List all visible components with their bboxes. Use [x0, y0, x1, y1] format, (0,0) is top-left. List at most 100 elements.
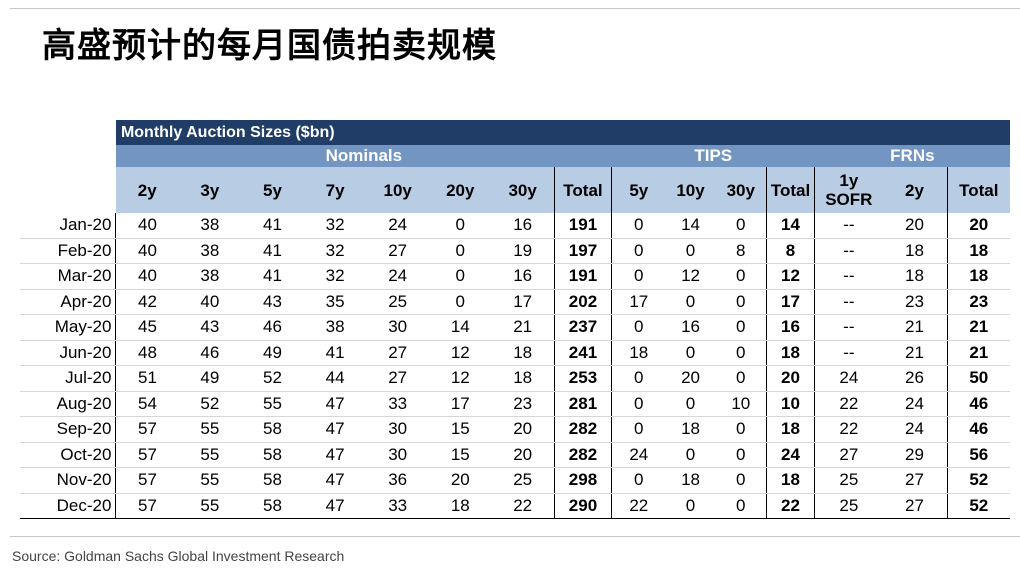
- table-cell: 46: [946, 391, 1010, 417]
- table-cell: 18: [765, 340, 816, 366]
- table-cell: 0: [428, 289, 492, 315]
- table-cell: 43: [241, 289, 304, 315]
- table-cell: 18: [491, 340, 555, 366]
- column-header: 2y: [882, 167, 948, 213]
- table-cell: 45: [115, 314, 179, 341]
- table-cell: 0: [611, 314, 666, 341]
- table-cell: 30: [366, 416, 429, 443]
- table-cell: 282: [553, 416, 613, 443]
- table-cell: 58: [241, 493, 304, 519]
- table-cell: 0: [611, 238, 666, 264]
- table-cell: 49: [241, 340, 304, 366]
- table-cell: --: [814, 314, 883, 341]
- table-cell: 0: [428, 213, 492, 239]
- table-cell: 16: [491, 263, 555, 290]
- top-rule: [10, 8, 1020, 9]
- table-cell: 12: [765, 263, 816, 290]
- column-header: 7y: [303, 167, 367, 213]
- row-month-label: Jun-20: [20, 340, 117, 366]
- table-cell: 8: [715, 238, 767, 264]
- table-cell: 30: [366, 442, 429, 468]
- table-cell: 38: [178, 213, 242, 239]
- table-cell: 57: [115, 493, 179, 519]
- table-cell: 21: [491, 314, 555, 341]
- table-cell: 20: [946, 213, 1010, 239]
- column-header: 5y: [611, 167, 666, 213]
- table-cell: 0: [665, 442, 716, 468]
- group-header-frns: FRNs: [814, 145, 1010, 167]
- table-cell: 191: [553, 263, 613, 290]
- row-month-label: Feb-20: [20, 238, 117, 264]
- table-cell: 20: [491, 442, 555, 468]
- table-cell: 0: [665, 391, 716, 417]
- table-row: Jun-20 48 46 49 41 27 12 18 241 18 0 0 18 -- 21 21: [20, 340, 1010, 366]
- table-cell: 23: [946, 289, 1010, 315]
- table-cell: 18: [765, 467, 816, 494]
- table-cell: 56: [946, 442, 1010, 468]
- bottom-rule: [10, 536, 1020, 537]
- table-cell: 33: [366, 391, 429, 417]
- table-row: Oct-20 57 55 58 47 30 15 20 282 24 0 0 24 27 29 56: [20, 442, 1010, 468]
- table-cell: 202: [553, 289, 613, 315]
- table-cell: 0: [665, 289, 716, 315]
- table-cell: 55: [178, 493, 242, 519]
- table-cell: 197: [553, 238, 613, 264]
- column-header: 2y: [115, 167, 179, 213]
- table-row: Jan-20 40 38 41 32 24 0 16 191 0 14 0 14 -- 20 20: [20, 213, 1010, 239]
- table-cell: 26: [882, 365, 948, 392]
- table-row: Apr-20 42 40 43 35 25 0 17 202 17 0 0 17 -- 23 23: [20, 289, 1010, 315]
- table-cell: 24: [765, 442, 816, 468]
- table-cell: 24: [611, 442, 666, 468]
- table-cell: 32: [303, 213, 367, 239]
- table-cell: 40: [178, 289, 242, 315]
- table-cell: 12: [428, 365, 492, 392]
- table-cell: 41: [241, 238, 304, 264]
- table-cell: 47: [303, 416, 367, 443]
- table-cell: 47: [303, 391, 367, 417]
- table-cell: 48: [115, 340, 179, 366]
- table-cell: 57: [115, 416, 179, 443]
- table-cell: 21: [946, 340, 1010, 366]
- table-cell: 38: [303, 314, 367, 341]
- table-cell: 0: [611, 263, 666, 290]
- table-cell: 46: [178, 340, 242, 366]
- table-cell: 298: [553, 467, 613, 494]
- table-cell: 0: [611, 467, 666, 494]
- table-cell: 23: [882, 289, 948, 315]
- table-cell: --: [814, 263, 883, 290]
- table-cell: 22: [611, 493, 666, 519]
- table-cell: 0: [715, 340, 767, 366]
- table-cell: 58: [241, 442, 304, 468]
- table-cell: 27: [366, 238, 429, 264]
- table-cell: 282: [553, 442, 613, 468]
- row-month-label: Oct-20: [20, 442, 117, 468]
- row-month-label: Mar-20: [20, 263, 117, 290]
- table-cell: 42: [115, 289, 179, 315]
- col-blank-cell: [20, 167, 116, 213]
- table-cell: 46: [241, 314, 304, 341]
- table-row: Mar-20 40 38 41 32 24 0 16 191 0 12 0 12 -- 18 18: [20, 263, 1010, 290]
- table-cell: 281: [553, 391, 613, 417]
- table-cell: 15: [428, 442, 492, 468]
- table-cell: 19: [491, 238, 555, 264]
- table-cell: 14: [665, 213, 716, 239]
- table-cell: 18: [946, 238, 1010, 264]
- table-row: Dec-20 57 55 58 47 33 18 22 290 22 0 0 22 25 27 52: [20, 493, 1010, 519]
- table-cell: 241: [553, 340, 613, 366]
- table-cell: 0: [611, 391, 666, 417]
- table-cell: 20: [665, 365, 716, 392]
- table-cell: 57: [115, 467, 179, 494]
- table-cell: 25: [491, 467, 555, 494]
- table-cell: 0: [715, 365, 767, 392]
- table-row: Aug-20 54 52 55 47 33 17 23 281 0 0 10 10 22 24 46: [20, 391, 1010, 417]
- table-cell: 15: [428, 416, 492, 443]
- table-cell: 16: [665, 314, 716, 341]
- table-cell: 55: [178, 416, 242, 443]
- table-body: Jan-20 40 38 41 32 24 0 16 191 0 14 0 14 -- 20 20 Feb-20…: [20, 213, 1010, 519]
- table-cell: 17: [428, 391, 492, 417]
- table-cell: 52: [946, 493, 1010, 519]
- table-cell: 52: [241, 365, 304, 392]
- table-cell: 27: [366, 340, 429, 366]
- table-cell: 47: [303, 467, 367, 494]
- table-cell: 0: [665, 493, 716, 519]
